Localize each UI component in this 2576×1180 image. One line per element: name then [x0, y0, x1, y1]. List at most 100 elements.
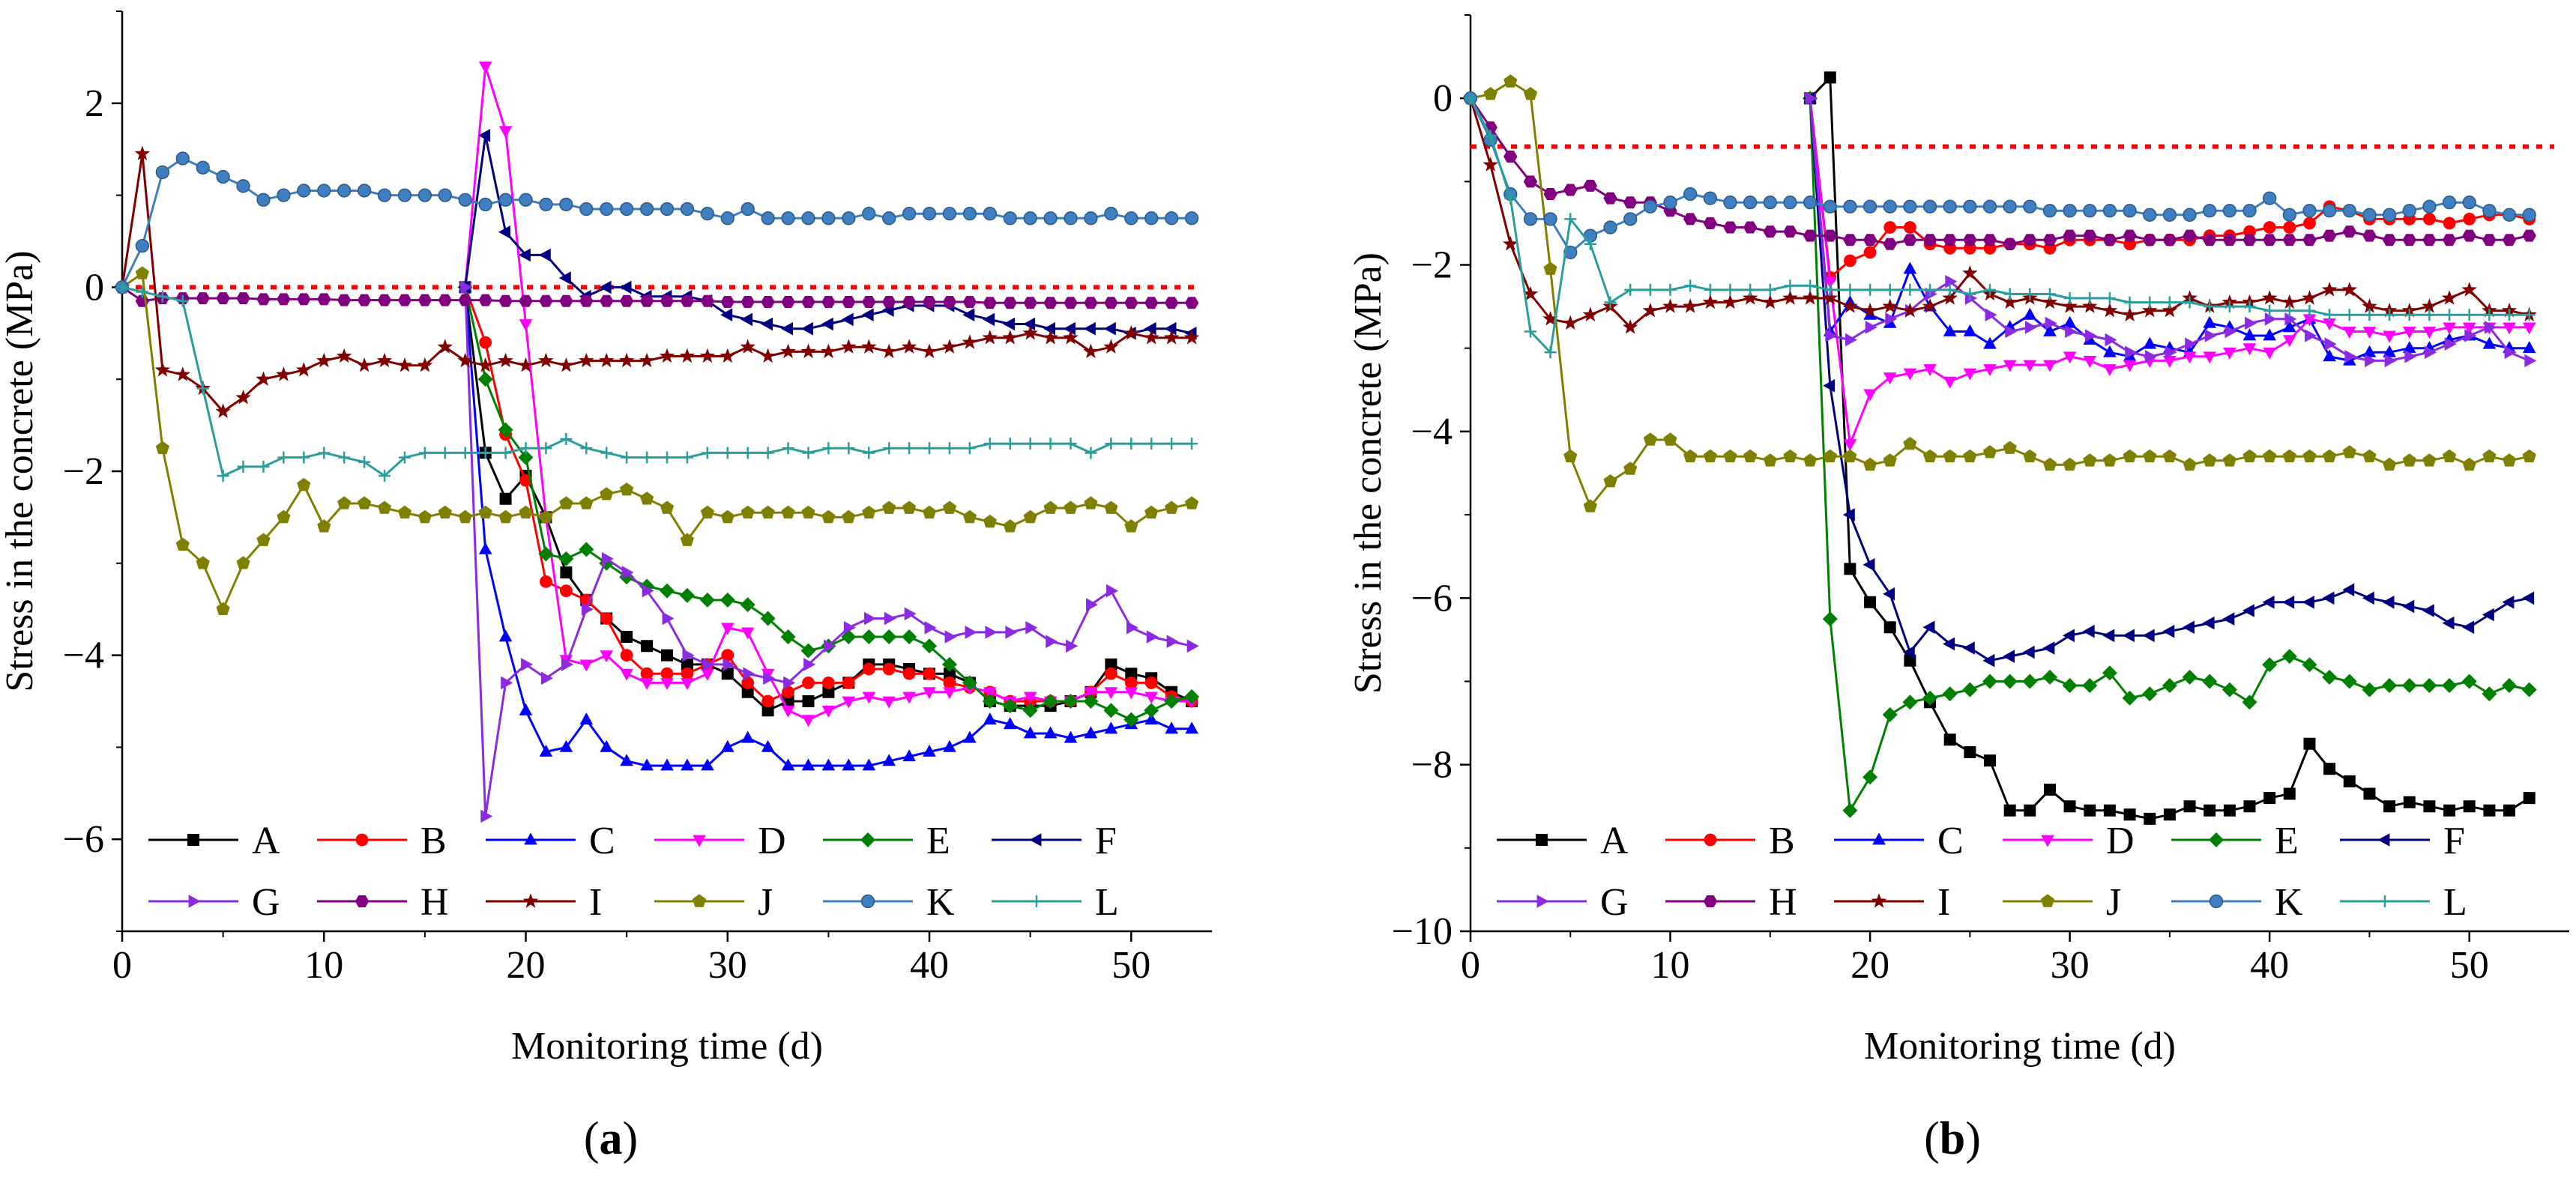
panel-b-legend-marker-I [1871, 893, 1887, 908]
panel-b-data-point-A [2243, 800, 2256, 813]
panel-a-data-point-D [1104, 687, 1118, 700]
panel-b-data-point-I [1682, 298, 1698, 313]
panel-b-series-line-D [1809, 98, 2530, 446]
panel-b-data-point-E [2302, 657, 2317, 673]
panel-a-data-point-H [639, 294, 654, 307]
panel-a-data-point-G [561, 658, 573, 671]
panel-a-data-point-K [740, 202, 755, 217]
panel-b-data-point-I [1922, 298, 1938, 313]
panel-a-data-point-I [1183, 330, 1200, 345]
panel-a-legend-label-E: E [926, 820, 950, 862]
panel-a-data-point-F [1103, 321, 1116, 336]
panel-b-data-point-G [2524, 354, 2537, 368]
panel-a-data-point-B [1144, 677, 1158, 689]
panel-a-data-point-I [316, 352, 332, 368]
panel-a-data-point-J [317, 519, 331, 533]
panel-b-data-point-E [1962, 682, 1978, 698]
panel-b-data-point-J [2342, 445, 2356, 459]
panel-a-data-point-K [922, 207, 937, 221]
panel-b-data-point-C [2203, 315, 2216, 328]
panel-a-data-point-K [539, 197, 553, 212]
panel-b-data-point-A [2044, 784, 2056, 796]
panel-a-data-point-K [962, 207, 977, 221]
panel-b-data-point-H [2023, 234, 2037, 246]
panel-b-data-point-H [2263, 234, 2277, 246]
panel-b-data-point-K [1563, 245, 1578, 260]
panel-a-data-point-J [297, 477, 311, 491]
panel-b-data-point-K [1963, 199, 1977, 214]
panel-a-data-point-J [1185, 496, 1199, 509]
panel-a-data-point-H [1084, 297, 1098, 309]
panel-b-data-point-L [1584, 237, 1596, 250]
panel-a-data-point-C [600, 739, 613, 752]
panel-a-data-point-L [398, 451, 411, 464]
panel-a-data-point-B [842, 677, 855, 689]
panel-b-data-point-C [2362, 345, 2377, 357]
panel-b-data-point-J [2203, 453, 2217, 467]
panel-b-data-point-J [2502, 453, 2517, 467]
panel-a-data-point-I [538, 352, 554, 368]
panel-a-data-point-J [135, 266, 149, 279]
panel-b-data-point-G [2444, 337, 2457, 351]
panel-b-data-point-E [2042, 669, 2057, 685]
panel-a-data-point-L [540, 442, 552, 455]
panel-a-data-point-B [741, 677, 755, 689]
panel-b-data-point-A [2123, 808, 2136, 821]
panel-a-data-point-L [277, 451, 290, 464]
panel-a-data-point-K [417, 188, 432, 202]
panel-a-data-point-E [1144, 703, 1159, 718]
panel-b-data-point-L [1544, 346, 1557, 359]
panel-a-data-point-L [116, 281, 128, 294]
panel-a-data-point-H [377, 294, 392, 306]
panel-a-data-point-K [720, 211, 735, 226]
panel-b-data-point-L [1864, 283, 1877, 296]
panel-b-y-tick-label: −10 [1392, 910, 1453, 953]
panel-b-data-point-L [1504, 192, 1517, 205]
panel-b-data-point-L [2463, 309, 2476, 321]
panel-a-legend-marker-E [860, 832, 875, 847]
panel-a-data-point-G [965, 626, 977, 639]
panel-b-data-point-J [1583, 499, 1597, 512]
panel-b-data-point-D [2203, 351, 2216, 364]
panel-a-data-point-G [1166, 635, 1179, 648]
panel-b-data-point-L [1744, 283, 1757, 296]
panel-a-data-point-H [519, 294, 533, 307]
panel-a-series-D [458, 61, 1198, 727]
panel-a-data-point-H [801, 296, 815, 308]
panel-a-data-point-I [982, 330, 998, 345]
panel-a-data-point-L [741, 447, 754, 459]
panel-b-data-point-I [1942, 290, 1958, 305]
panel-a-data-point-H [256, 293, 271, 306]
panel-b-data-point-F [2322, 591, 2335, 605]
panel-b-data-point-K [1523, 212, 1538, 226]
panel-a-data-point-G [1126, 621, 1138, 635]
panel-b-data-point-K [1943, 199, 1957, 214]
panel-a-data-point-I [1103, 339, 1119, 354]
panel-b-data-point-G [2245, 316, 2257, 330]
panel-a-data-point-B [1104, 667, 1117, 680]
panel-a-data-point-H [1124, 297, 1138, 309]
panel-a-data-point-C [478, 542, 492, 554]
panel-a-data-point-K [700, 207, 715, 221]
panel-a-data-point-B [1124, 677, 1138, 689]
panel-b-data-point-D [2242, 343, 2257, 356]
panel-b-data-point-L [2084, 292, 2096, 305]
panel-a-data-point-B [782, 686, 794, 699]
panel-b-data-point-K [1603, 220, 1617, 235]
panel-b-data-point-J [2222, 453, 2236, 467]
panel-a-data-point-J [680, 533, 694, 546]
panel-b-data-point-H [1503, 151, 1518, 163]
panel-b-data-point-I [1862, 302, 1878, 318]
panel-b-data-point-A [1964, 746, 1976, 758]
panel-a-data-point-H [862, 296, 876, 308]
panel-b-data-point-L [1465, 92, 1476, 105]
panel-b-data-point-K [1663, 196, 1677, 210]
panel-b-data-point-K [2322, 204, 2337, 218]
panel-a-data-point-K [983, 207, 997, 221]
panel-b-legend-marker-A [1536, 834, 1548, 846]
panel-b-data-point-K [1843, 199, 1857, 214]
panel-b-data-point-K [1982, 199, 1997, 214]
panel-b-data-point-F [2282, 596, 2295, 609]
panel-a-data-point-A [1125, 668, 1138, 680]
